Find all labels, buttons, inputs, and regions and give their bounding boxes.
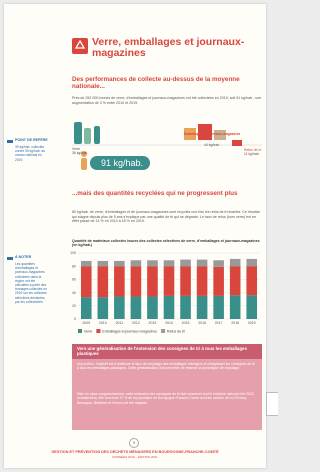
packaging-value: 44 kg/hab. <box>182 143 242 147</box>
y-tick-label: 40 <box>72 291 76 295</box>
bar-segment <box>114 261 125 266</box>
x-tick-label: 2018 <box>231 321 239 325</box>
bar-segment <box>246 266 257 295</box>
x-tick-label: 2009 <box>82 321 90 325</box>
bar-segment <box>131 297 142 319</box>
paragraph: Près de 252 000 tonnes de verre, d'embal… <box>72 96 262 105</box>
note-marker <box>7 257 13 260</box>
note-title: À NOTER <box>15 255 49 259</box>
x-tick-label: 2010 <box>99 321 107 325</box>
section-heading: ...mais des quantités recyclées qui ne p… <box>72 190 262 197</box>
glass-value: 36 kg/hab. <box>72 151 88 155</box>
bar-segment <box>197 296 208 319</box>
bar-segment <box>213 296 224 319</box>
box-text: Mise en place progressivement, cette ext… <box>77 392 257 405</box>
bar-segment <box>180 260 191 267</box>
bar-segment <box>131 266 142 296</box>
side-tab[interactable] <box>266 392 278 416</box>
footer-subtitle: DONNÉES 2019 – ÉDITION 2021 <box>14 455 256 459</box>
legend-swatch <box>161 329 165 333</box>
legend-label: Verre <box>84 329 92 333</box>
bar-segment <box>147 266 158 296</box>
page-number: 9 <box>129 438 139 448</box>
x-tick-label: 2014 <box>165 321 173 325</box>
page: POINT DE REPÈRE 39 kg/hab. collectés con… <box>4 4 266 468</box>
x-tick-label: 2016 <box>198 321 206 325</box>
note-marker <box>7 140 13 143</box>
bar-segment <box>114 266 125 296</box>
footer-title: GESTION ET PRÉVENTION DES DÉCHETS MÉNAGE… <box>14 450 256 454</box>
bar-segment <box>81 261 92 266</box>
section-icon <box>72 38 88 54</box>
page-title: Verre, emballages et journaux-magazines <box>92 37 262 59</box>
bar-segment <box>180 266 191 296</box>
bar-segment <box>114 297 125 319</box>
bar-segment <box>230 266 241 295</box>
bar-segment <box>230 259 241 266</box>
box-title: Vers une généralisation de l'extension d… <box>77 346 259 356</box>
y-tick-label: 60 <box>72 278 76 282</box>
bar-segment <box>164 296 175 319</box>
total-value: 91 kg/hab. <box>94 158 150 168</box>
bar-segment <box>197 266 208 296</box>
legend-label: Refus de tri <box>167 329 185 333</box>
bar-segment <box>164 260 175 266</box>
reject-value: 11 kg/hab. <box>244 152 260 156</box>
bar-segment <box>213 267 224 296</box>
bar-segment <box>81 266 92 297</box>
body: POINT DE REPÈRE 39 kg/hab. collectés con… <box>0 0 277 472</box>
bar-segment <box>98 266 109 297</box>
bar-segment <box>197 260 208 267</box>
bar-segment <box>131 260 142 266</box>
packaging-label: Emballages et journaux-magazines <box>182 132 242 136</box>
box-text: Aujourd'hui, l'objectif est d'améliorer … <box>77 362 257 371</box>
chart-title: Quantité de matériaux collectés issues d… <box>72 239 262 248</box>
paragraph: 80 kg/hab. de verre, d'emballages et de … <box>72 210 262 224</box>
legend-swatch <box>96 329 100 333</box>
bar-segment <box>213 260 224 267</box>
note-text: Les quantités d'emballages et journaux-m… <box>15 262 47 304</box>
x-tick-label: 2012 <box>132 321 140 325</box>
bar-segment <box>147 260 158 266</box>
bar-segment <box>98 261 109 266</box>
section-heading: Des performances de collecte au-dessus d… <box>72 76 262 90</box>
bar-segment <box>246 295 257 319</box>
y-tick-label: 80 <box>72 264 76 268</box>
y-tick-label: 20 <box>72 304 76 308</box>
bar-segment <box>147 297 158 319</box>
legend-swatch <box>78 329 82 333</box>
legend-label: Emballages et journaux-magazines <box>102 329 157 333</box>
x-tick-label: 2011 <box>116 321 124 325</box>
note-title: POINT DE REPÈRE <box>15 138 49 142</box>
x-tick-label: 2013 <box>149 321 157 325</box>
y-tick-label: 100 <box>70 251 76 255</box>
bar-segment <box>81 297 92 319</box>
bar-segment <box>98 297 109 319</box>
bar-segment <box>180 296 191 319</box>
x-tick-label: 2017 <box>215 321 223 325</box>
x-tick-label: 2015 <box>182 321 190 325</box>
bar-segment <box>164 266 175 296</box>
note-text: 39 kg/hab. collectés contre 30 kg/hab. a… <box>15 145 49 162</box>
bar-segment <box>246 259 257 266</box>
recycle-icon <box>72 38 88 54</box>
bar-segment <box>230 295 241 319</box>
x-tick-label: 2019 <box>248 321 256 325</box>
info-box: Vers une généralisation de l'extension d… <box>72 344 262 430</box>
y-tick-label: 0 <box>74 317 76 321</box>
chart: 0 20 40 60 80 100 2009 2010 2011 2012 2013 2014 2015… <box>66 249 264 337</box>
